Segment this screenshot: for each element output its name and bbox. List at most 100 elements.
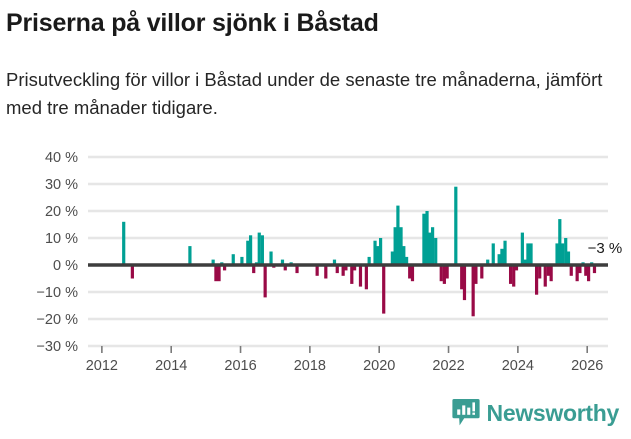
y-tick-label: 10 %	[45, 231, 78, 247]
bar	[474, 265, 478, 284]
bar	[390, 251, 394, 265]
bar	[480, 265, 484, 279]
x-tick-label: 2026	[571, 358, 603, 374]
bar	[555, 243, 559, 265]
bar	[367, 256, 371, 265]
bar-chart: 40 % 30 % 20 % 10 % 0 % −10 % −20 % −30 % 2012 2…	[0, 140, 631, 390]
bar	[592, 265, 597, 274]
x-tick-label: 2020	[363, 358, 395, 374]
x-tick-label: 2024	[502, 358, 534, 374]
bar	[422, 213, 426, 265]
bar	[442, 265, 446, 284]
bar	[350, 265, 354, 284]
bar	[130, 265, 134, 279]
page-title: Priserna på villor sjönk i Båstad	[6, 9, 379, 37]
bar	[569, 265, 573, 276]
bar	[344, 265, 348, 271]
newsworthy-logo[interactable]: Newsworthy	[451, 398, 620, 428]
bar	[430, 227, 435, 265]
bar	[546, 265, 550, 276]
bar	[335, 265, 339, 274]
bar	[439, 265, 443, 282]
chart-footer: Newsworthy	[0, 392, 631, 439]
y-tick-label: 20 %	[45, 204, 78, 220]
bar	[578, 265, 582, 274]
bar	[526, 243, 530, 265]
bar	[378, 238, 383, 265]
bar	[584, 265, 588, 276]
bar	[558, 219, 562, 265]
bar	[454, 186, 458, 265]
bar	[538, 265, 542, 279]
bars-group	[122, 186, 597, 317]
y-tick-label: −20 %	[36, 312, 78, 328]
bar-chart-speech-bubble-icon	[451, 399, 480, 426]
bar	[460, 265, 464, 290]
bar	[222, 265, 227, 271]
bar	[217, 265, 221, 282]
bar	[410, 265, 415, 282]
bar	[324, 265, 328, 279]
bar	[549, 265, 553, 282]
bar	[514, 265, 519, 271]
y-axis-tick-labels: 40 % 30 % 20 % 10 % 0 % −10 % −20 % −30 %	[36, 150, 78, 355]
bar	[315, 265, 319, 276]
bar	[396, 205, 400, 265]
bar	[376, 246, 380, 265]
chart-annotations: −3 %	[588, 240, 623, 257]
bar	[122, 221, 126, 265]
bar	[566, 251, 571, 265]
bar	[252, 265, 256, 274]
bar	[358, 265, 363, 287]
bar	[393, 227, 397, 265]
bar	[399, 227, 403, 265]
gridlines-group	[88, 155, 608, 348]
y-tick-label: 30 %	[45, 177, 78, 193]
bar	[575, 265, 579, 282]
bar	[332, 259, 337, 265]
logo-wordmark: Newsworthy	[486, 399, 620, 426]
bar	[240, 256, 244, 265]
bar	[586, 265, 591, 282]
bar	[260, 235, 264, 265]
bar	[491, 243, 495, 265]
bar	[497, 254, 501, 265]
x-tick-label: 2016	[224, 358, 256, 374]
bar	[269, 251, 273, 265]
bar	[214, 265, 218, 282]
y-tick-label: 0 %	[53, 258, 78, 274]
y-tick-label: −30 %	[36, 339, 78, 355]
bar	[364, 265, 368, 290]
x-tick-label: 2014	[155, 358, 187, 374]
bar	[425, 211, 429, 265]
page-subtitle: Prisutveckling för villor i Båstad under…	[6, 69, 603, 118]
bar	[503, 240, 507, 265]
bar	[248, 235, 253, 265]
bar	[564, 238, 568, 265]
bar	[471, 265, 475, 317]
bar	[428, 232, 432, 265]
bar	[341, 265, 345, 276]
x-axis-tick-labels: 2012 2014 2016 2018 2020 2022 2024 2026	[86, 346, 603, 374]
bar	[188, 246, 192, 265]
bar	[257, 232, 261, 265]
x-tick-label: 2022	[432, 358, 464, 374]
value-annotation: −3 %	[588, 240, 623, 257]
bar	[382, 265, 386, 314]
bar	[231, 254, 235, 265]
bar	[560, 243, 565, 265]
bar	[352, 265, 357, 271]
bar	[523, 259, 527, 265]
bar	[263, 265, 267, 298]
x-tick-label: 2012	[86, 358, 118, 374]
bar	[543, 265, 547, 287]
bar	[211, 259, 215, 265]
y-tick-label: −10 %	[36, 285, 78, 301]
chart-svg: 40 %30 %20 %10 %0 %−10 %−20 %−30 % 2012 2…	[36, 150, 623, 374]
bar	[520, 232, 524, 265]
x-tick-label: 2018	[294, 358, 326, 374]
bar	[373, 240, 377, 265]
bar	[534, 265, 539, 295]
y-tick-label: 40 %	[45, 150, 78, 166]
